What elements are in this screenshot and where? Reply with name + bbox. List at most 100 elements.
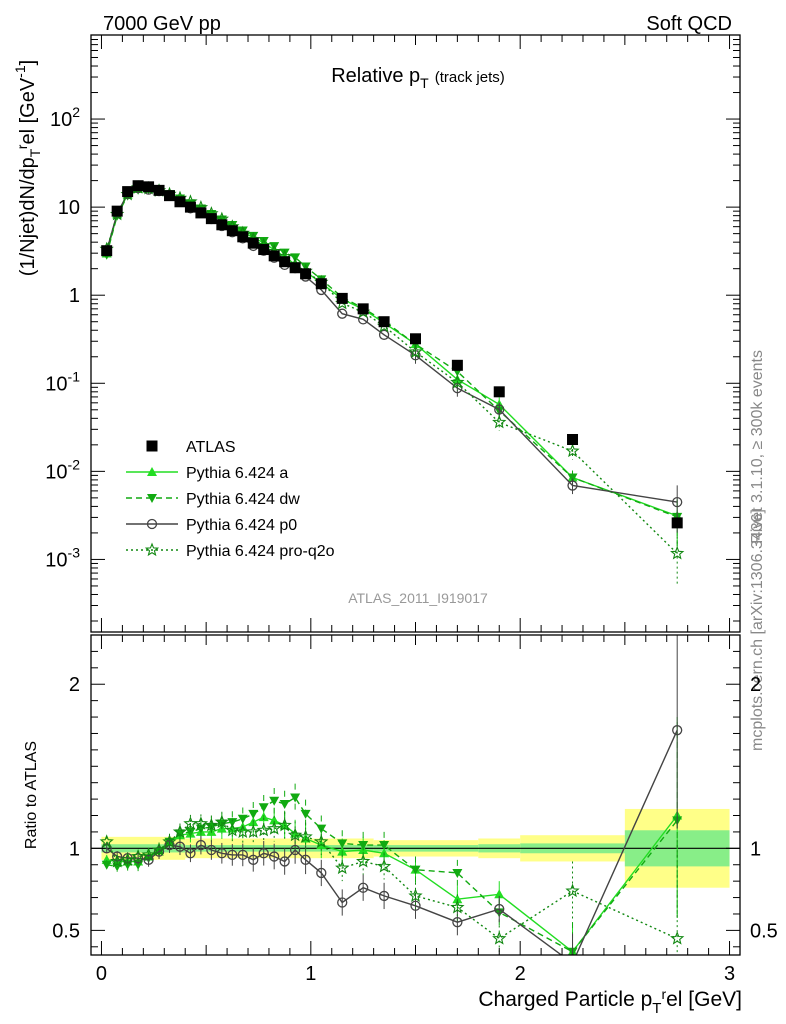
legend-entry-p0: Pythia 6.424 p0: [126, 517, 297, 534]
ratio-xtick-label: 2: [515, 963, 526, 985]
main-point-dw: [567, 473, 578, 483]
ratio-point-p0: [672, 725, 683, 736]
main-point-atlas: [111, 205, 123, 217]
ratio-point-dw: [279, 800, 290, 810]
main-point-atlas: [279, 256, 291, 268]
ratio-point-proq2o: [120, 852, 135, 866]
main-line-proq2o: [106, 186, 678, 554]
ratio-point-proq2o: [670, 931, 685, 945]
main-point-proq2o: [492, 414, 507, 429]
main-ytick-label: 10-1: [45, 368, 80, 395]
ratio-point-proq2o: [335, 860, 350, 875]
ratio-point-proq2o: [110, 853, 125, 868]
legend-marker-p0: [146, 518, 158, 530]
ratio-point-p0: [269, 851, 280, 862]
main-point-proq2o: [408, 344, 423, 358]
header-left: 7000 GeV pp: [103, 13, 221, 35]
legend-entry-a: Pythia 6.424 a: [126, 465, 288, 482]
main-point-atlas: [226, 225, 238, 237]
ratio-point-proq2o: [277, 817, 292, 832]
main-point-atlas: [195, 207, 207, 219]
ratio-point-proq2o: [193, 816, 209, 830]
main-point-dw: [279, 248, 290, 258]
main-point-atlas: [122, 186, 134, 198]
main-ylabel: (1/Njet)dN/dpTrel [GeV-1]: [12, 60, 43, 276]
ratio-point-p0: [378, 890, 390, 902]
ratio-point-dw: [133, 860, 144, 870]
main-point-dw: [248, 231, 259, 241]
ratio-point-proq2o: [376, 858, 392, 873]
ratio-point-p0: [300, 854, 311, 865]
ratio-point-proq2o: [162, 834, 177, 848]
ratio-point-dw: [227, 818, 238, 828]
mcplots-label: mcplots.cern.ch [arXiv:1306.3436]: [749, 509, 766, 751]
ratio-point-proq2o: [225, 822, 240, 837]
main-point-atlas: [493, 386, 505, 398]
main-point-atlas: [132, 180, 144, 192]
ratio-point-p0: [248, 854, 259, 865]
ratio-point-dw: [101, 860, 112, 870]
header-right: Soft QCD: [646, 13, 732, 35]
ratio-panel: 0.5 0.5 1 1 2 2 0 1 2 3 Ratio to ATLAS Charged Pa…: [23, 634, 778, 1017]
main-point-atlas: [289, 262, 301, 274]
ratio-point-dw: [290, 793, 301, 803]
ratio-point-proq2o: [256, 822, 271, 837]
main-ytick-label: 102: [50, 104, 80, 131]
ratio-point-p0: [289, 844, 301, 856]
ratio-xtick-label: 3: [724, 963, 735, 985]
ratio-point-proq2o: [246, 824, 261, 839]
main-point-atlas: [567, 433, 579, 445]
main-point-atlas: [174, 196, 186, 208]
ratio-point-dw: [300, 809, 311, 819]
main-point-atlas: [101, 245, 113, 257]
legend-label-atlas: ATLAS: [186, 439, 236, 456]
main-point-atlas: [357, 303, 369, 315]
legend-marker-a: [147, 467, 157, 476]
main-point-atlas: [143, 181, 155, 193]
ratio-point-p0: [227, 849, 238, 861]
main-panel: 10-3 10-2 10-1 1 10 102 Relative pT (track jet…: [12, 34, 741, 633]
main-point-proq2o: [565, 443, 580, 458]
main-point-atlas: [205, 213, 217, 225]
ratio-point-proq2o: [99, 834, 114, 848]
ratio-point-proq2o: [287, 827, 303, 842]
main-point-atlas: [164, 190, 176, 202]
main-point-atlas: [268, 250, 280, 262]
ratio-point-p0: [410, 900, 421, 911]
ratio-ytick-label-right: 1: [750, 838, 761, 860]
ratio-point-dw: [410, 865, 421, 875]
main-point-dw: [258, 236, 269, 246]
ratio-point-p0: [195, 839, 207, 851]
ratio-point-dw: [185, 827, 196, 837]
ratio-point-p0: [185, 848, 196, 859]
legend-marker-proq2o: [144, 542, 160, 557]
main-point-atlas: [336, 292, 348, 304]
ratio-xtick-label: 1: [305, 963, 316, 985]
ratio-point-proq2o: [204, 817, 219, 832]
main-point-dw: [237, 226, 248, 236]
ratio-point-p0: [258, 848, 269, 859]
main-point-atlas: [378, 316, 390, 328]
ratio-point-p0: [337, 897, 348, 908]
main-point-dw: [300, 262, 311, 272]
main-point-atlas: [237, 231, 249, 243]
ratio-ytick-label-left: 1: [69, 838, 80, 860]
watermark: ATLAS_2011_I919017: [348, 590, 488, 606]
ratio-point-dw: [237, 814, 248, 824]
ratio-point-dw: [358, 841, 369, 851]
main-point-atlas: [671, 517, 683, 529]
ratio-point-p0: [452, 917, 463, 928]
main-ytick-label: 10-2: [45, 456, 80, 483]
main-point-p0: [494, 404, 505, 415]
ratio-point-p0: [316, 867, 327, 879]
legend-entry-proq2o: Pythia 6.424 pro-q2o: [126, 542, 335, 560]
main-point-p0: [452, 383, 463, 394]
ratio-point-p0: [494, 903, 505, 915]
legend-label-proq2o: Pythia 6.424 pro-q2o: [186, 543, 335, 560]
ratio-point-p0: [143, 854, 154, 865]
ratio-point-proq2o: [565, 883, 580, 898]
ratio-point-proq2o: [450, 899, 465, 914]
ratio-point-a: [269, 815, 280, 825]
ratio-point-dw: [452, 868, 463, 878]
main-point-atlas: [258, 244, 270, 256]
